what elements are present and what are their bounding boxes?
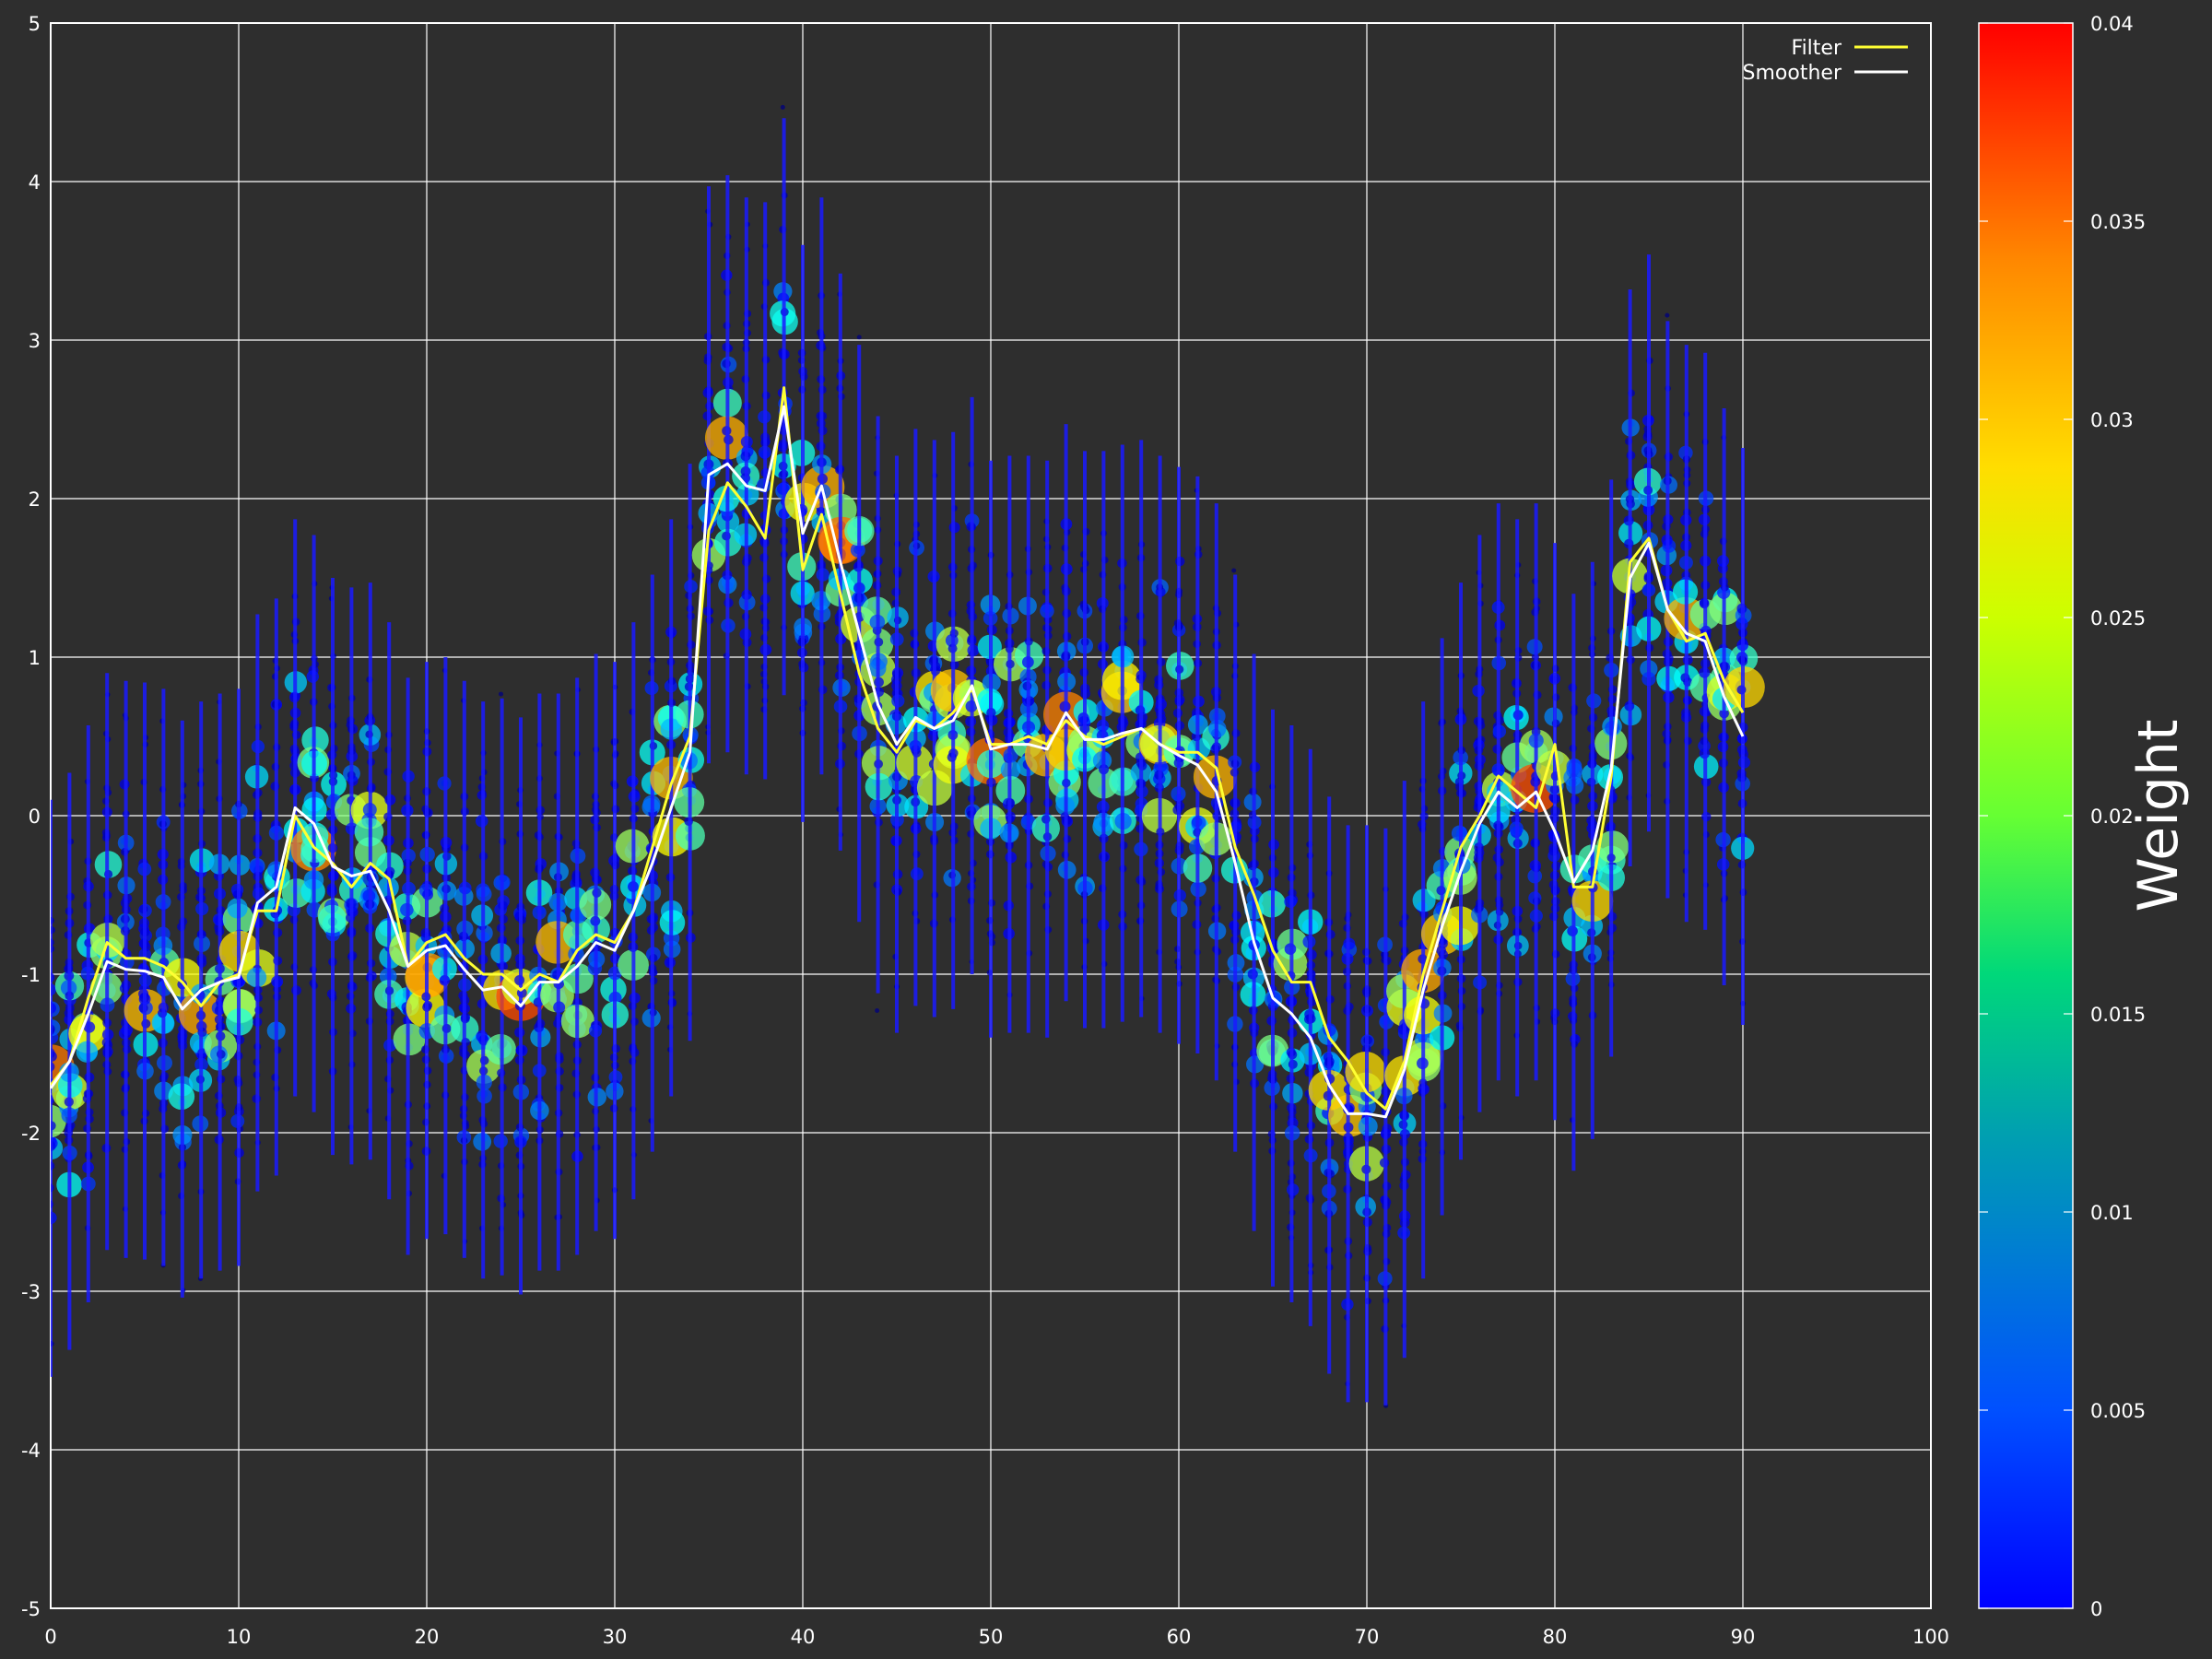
- x-tick-label: 0: [44, 1626, 56, 1648]
- particle: [51, 1061, 55, 1072]
- particle: [856, 335, 862, 340]
- legend: Filter Smoother: [1743, 37, 1908, 85]
- y-tick-label: -5: [21, 1598, 41, 1620]
- colorbar-ticks: 0.04 0.035 0.03 0.025 0.02 0.015 0.01 0.005 0: [1979, 13, 2146, 1620]
- y-tick-label: 1: [29, 647, 41, 669]
- x-tick-label: 20: [415, 1626, 440, 1648]
- colorbar-tick-label: 0.04: [2090, 13, 2134, 35]
- series-lines: [51, 386, 1745, 1119]
- colorbar-tick-label: 0.02: [2090, 806, 2134, 828]
- colorbar-tick-label: 0.005: [2090, 1400, 2146, 1422]
- x-tick-label: 10: [227, 1626, 252, 1648]
- x-axis-ticks: 0 10 20 30 40 50 60 70 80 90 100: [44, 1626, 1949, 1648]
- particle-cloud: [51, 104, 1765, 1408]
- legend-label-smoother: Smoother: [1743, 62, 1842, 85]
- x-tick-label: 70: [1355, 1626, 1380, 1648]
- y-tick-label: -3: [21, 1281, 41, 1303]
- colorbar-tick-label: 0.035: [2090, 211, 2146, 233]
- particle: [51, 972, 55, 983]
- colorbar: 0.04 0.035 0.03 0.025 0.02 0.015 0.01 0.005 0 We…: [1978, 13, 2191, 1620]
- x-tick-label: 80: [1543, 1626, 1568, 1648]
- colorbar-title: Weight: [2126, 719, 2191, 912]
- y-axis-ticks: 5 4 3 2 1 0 -1 -2 -3 -4 -5: [21, 13, 41, 1620]
- y-tick-label: 0: [29, 806, 41, 828]
- y-tick-label: -2: [21, 1123, 41, 1145]
- particle: [1231, 568, 1237, 573]
- colorbar-tick-label: 0.025: [2090, 607, 2146, 629]
- colorbar-tick-label: 0.03: [2090, 409, 2134, 431]
- x-tick-label: 30: [603, 1626, 628, 1648]
- legend-label-filter: Filter: [1792, 37, 1842, 60]
- x-tick-label: 40: [791, 1626, 816, 1648]
- x-tick-label: 100: [1912, 1626, 1949, 1648]
- colorbar-tick-label: 0.01: [2090, 1202, 2134, 1224]
- y-tick-label: 4: [29, 171, 41, 194]
- particle: [1665, 312, 1670, 318]
- colorbar-tick-label: 0: [2090, 1598, 2102, 1620]
- colorbar-tick-label: 0.015: [2090, 1004, 2146, 1026]
- y-tick-label: 2: [29, 488, 41, 511]
- series-line-smoother: [51, 405, 1745, 1119]
- particle: [780, 104, 785, 110]
- particle: [499, 691, 504, 697]
- x-tick-label: 60: [1167, 1626, 1192, 1648]
- colorbar-gradient: [1979, 23, 2073, 1608]
- x-tick-label: 90: [1731, 1626, 1756, 1648]
- x-tick-label: 50: [979, 1626, 1004, 1648]
- y-tick-label: -4: [21, 1440, 41, 1462]
- y-tick-label: -1: [21, 964, 41, 986]
- y-tick-label: 3: [29, 330, 41, 352]
- particle: [875, 1007, 880, 1013]
- y-tick-label: 5: [29, 13, 41, 35]
